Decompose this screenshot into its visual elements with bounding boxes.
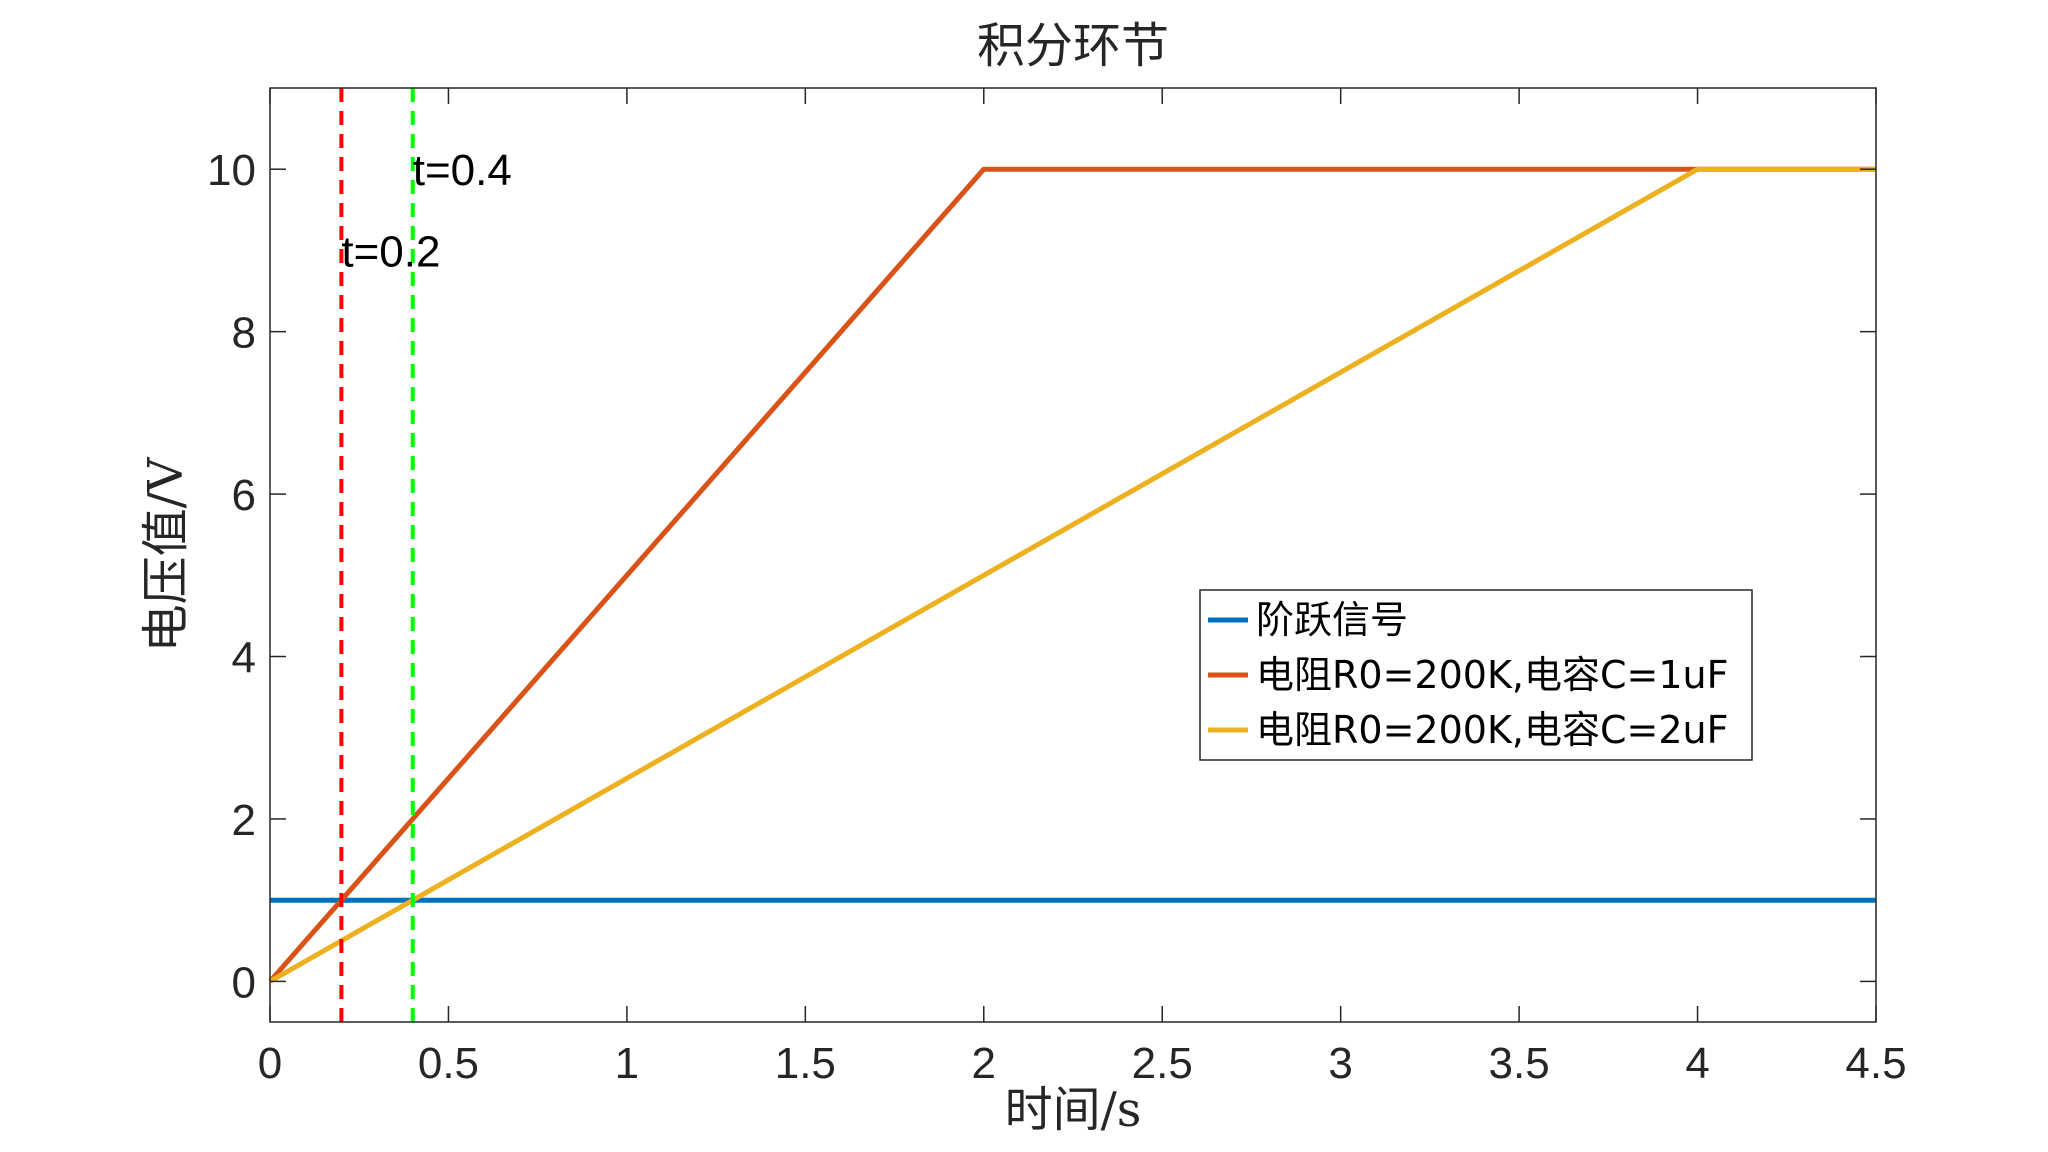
x-axis-label: 时间/s bbox=[1005, 1082, 1142, 1138]
x-tick-label: 4.5 bbox=[1845, 1039, 1906, 1088]
series-layer bbox=[268, 166, 1876, 984]
axes-box bbox=[269, 87, 1877, 1023]
y-tick-label: 4 bbox=[232, 634, 256, 683]
y-tick-label: 6 bbox=[232, 471, 256, 520]
x-tick-label: 3 bbox=[1328, 1039, 1352, 1088]
x-tick-label: 3.5 bbox=[1489, 1039, 1550, 1088]
annotation-2: t=0.4 bbox=[413, 146, 512, 195]
ticks: 0 0.5 1 1.5 2 2.5 3 3.5 4 4.5 0 2 4 6 8 10 bbox=[207, 88, 1907, 1088]
y-tick-label: 2 bbox=[232, 796, 256, 845]
x-tick-label: 4 bbox=[1685, 1039, 1709, 1088]
y-tick-label: 8 bbox=[232, 309, 256, 358]
legend-entry-2: 电阻R0=200K,电容C=1uF bbox=[1256, 653, 1728, 697]
chart-title: 积分环节 bbox=[977, 18, 1169, 74]
x-tick-label: 1.5 bbox=[775, 1039, 836, 1088]
plot-area bbox=[270, 88, 1876, 1022]
x-tick-label: 0 bbox=[258, 1039, 282, 1088]
y-tick-label: 0 bbox=[232, 958, 256, 1007]
legend-entry-3: 电阻R0=200K,电容C=2uF bbox=[1256, 708, 1728, 752]
legend-entry-1: 阶跃信号 bbox=[1256, 598, 1408, 642]
series-line-2 bbox=[268, 166, 1876, 984]
annotation-1: t=0.2 bbox=[341, 227, 440, 276]
series-line-3 bbox=[268, 166, 1876, 984]
legend-box bbox=[1199, 589, 1753, 761]
x-tick-label: 2 bbox=[972, 1039, 996, 1088]
annotations: t=0.2 t=0.4 bbox=[341, 146, 511, 276]
y-tick-label: 10 bbox=[207, 146, 256, 195]
y-axis-label: 电压值/V bbox=[138, 456, 194, 652]
x-tick-label: 0.5 bbox=[418, 1039, 479, 1088]
reference-lines bbox=[339, 88, 415, 1022]
x-tick-label: 1 bbox=[615, 1039, 639, 1088]
x-tick-label: 2.5 bbox=[1132, 1039, 1193, 1088]
